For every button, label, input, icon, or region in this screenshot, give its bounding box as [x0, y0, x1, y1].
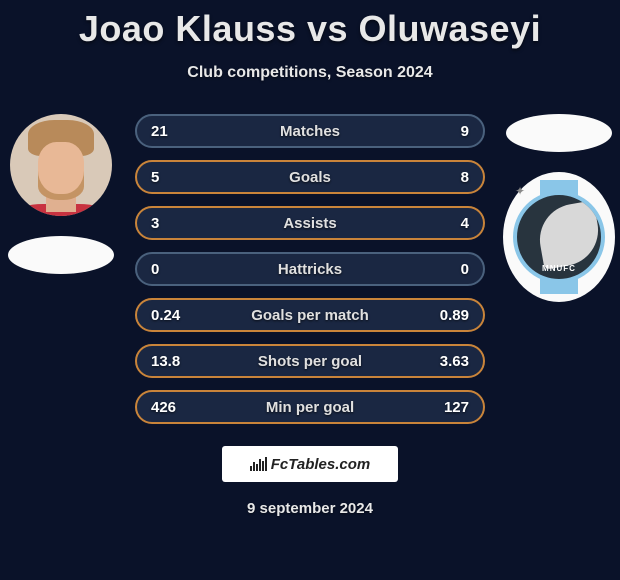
player-left-club-badge [8, 236, 114, 274]
stat-row: 5 Goals 8 [135, 160, 485, 194]
stat-row: 426 Min per goal 127 [135, 390, 485, 424]
stat-label: Matches [280, 123, 340, 140]
stat-label: Goals per match [251, 307, 369, 324]
stat-row: 21 Matches 9 [135, 114, 485, 148]
stat-label: Hattricks [278, 261, 342, 278]
player-right-avatar-placeholder [506, 114, 612, 152]
page-title: Joao Klauss vs Oluwaseyi [0, 0, 620, 50]
stat-right-value: 3.63 [429, 353, 469, 370]
stat-label: Shots per goal [258, 353, 362, 370]
stat-left-value: 13.8 [151, 353, 191, 370]
club-badge-text: MNUFC [517, 264, 601, 273]
stat-right-value: 9 [429, 123, 469, 140]
footer-brand: FcTables.com [222, 446, 398, 482]
stat-right-value: 0.89 [429, 307, 469, 324]
comparison-panel: ✦ ★ MNUFC 21 Matches 9 5 Goals 8 3 Assists 4 0 Hat… [0, 114, 620, 424]
stat-row: 0.24 Goals per match 0.89 [135, 298, 485, 332]
stat-rows: 21 Matches 9 5 Goals 8 3 Assists 4 0 Hattricks 0 0.2… [135, 114, 485, 424]
chart-icon [250, 457, 267, 471]
stat-row: 3 Assists 4 [135, 206, 485, 240]
stat-left-value: 5 [151, 169, 191, 186]
stat-right-value: 8 [429, 169, 469, 186]
stat-left-value: 21 [151, 123, 191, 140]
player-right-column: ✦ ★ MNUFC [504, 114, 614, 302]
stat-left-value: 0 [151, 261, 191, 278]
stat-right-value: 0 [429, 261, 469, 278]
stat-left-value: 426 [151, 399, 191, 416]
stat-right-value: 127 [429, 399, 469, 416]
stat-right-value: 4 [429, 215, 469, 232]
stat-left-value: 3 [151, 215, 191, 232]
stat-row: 13.8 Shots per goal 3.63 [135, 344, 485, 378]
mnufc-badge: ★ MNUFC [513, 191, 605, 283]
stat-label: Assists [283, 215, 336, 232]
player-left-avatar [10, 114, 112, 216]
stat-label: Goals [289, 169, 331, 186]
player-right-club-badge: ✦ ★ MNUFC [503, 172, 615, 302]
subtitle: Club competitions, Season 2024 [0, 64, 620, 82]
stat-row: 0 Hattricks 0 [135, 252, 485, 286]
footer-date: 9 september 2024 [0, 500, 620, 517]
stat-left-value: 0.24 [151, 307, 191, 324]
footer-brand-text: FcTables.com [271, 456, 370, 473]
player-face-graphic [10, 114, 112, 216]
stat-label: Min per goal [266, 399, 354, 416]
star-icon: ✦ [515, 184, 525, 198]
player-left-column [6, 114, 116, 274]
